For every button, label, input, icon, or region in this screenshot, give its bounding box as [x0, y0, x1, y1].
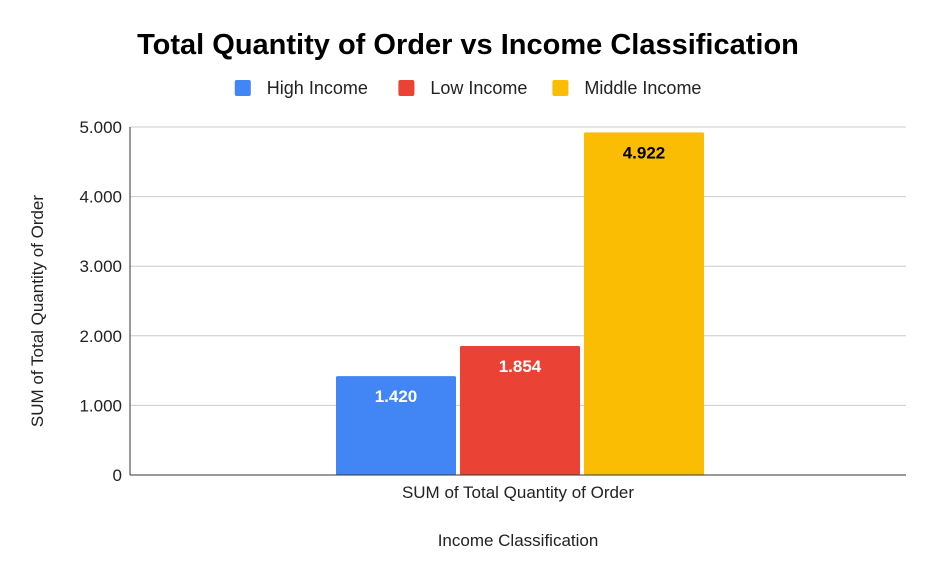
legend-swatch: [552, 80, 569, 96]
y-tick-label: 0: [113, 466, 122, 485]
bar-value-label: 1.854: [499, 357, 542, 376]
y-tick-label: 3.000: [79, 257, 122, 276]
bar-value-label: 1.420: [375, 387, 418, 406]
y-axis-title: SUM of Total Quantity of Order: [28, 195, 47, 427]
legend-label: Middle Income: [584, 78, 701, 98]
y-tick-label: 5.000: [79, 118, 122, 137]
bar-low-income[interactable]: [460, 345, 580, 475]
chart-title: Total Quantity of Order vs Income Classi…: [137, 29, 799, 61]
legend-swatch: [398, 80, 415, 96]
bar-value-label: 4.922: [623, 143, 666, 162]
gridlines: [130, 126, 906, 406]
legend-label: High Income: [267, 78, 368, 98]
y-tick-label: 1.000: [79, 396, 122, 415]
bar-value-labels: 1.420 1.854 4.922: [375, 143, 666, 406]
x-axis-title: Income Classification: [438, 531, 599, 550]
y-tick-label: 4.000: [79, 188, 122, 207]
y-tick-label: 2.000: [79, 327, 122, 346]
bar-middle-income[interactable]: [584, 132, 704, 475]
legend: High Income Low Income Middle Income: [234, 78, 701, 98]
x-category-label: SUM of Total Quantity of Order: [402, 483, 634, 502]
bar-high-income[interactable]: [336, 376, 456, 475]
bars: [336, 132, 704, 475]
legend-swatch: [234, 80, 251, 96]
y-axis-ticks: 0 1.000 2.000 3.000 4.000 5.000: [79, 118, 122, 485]
legend-label: Low Income: [430, 78, 527, 98]
